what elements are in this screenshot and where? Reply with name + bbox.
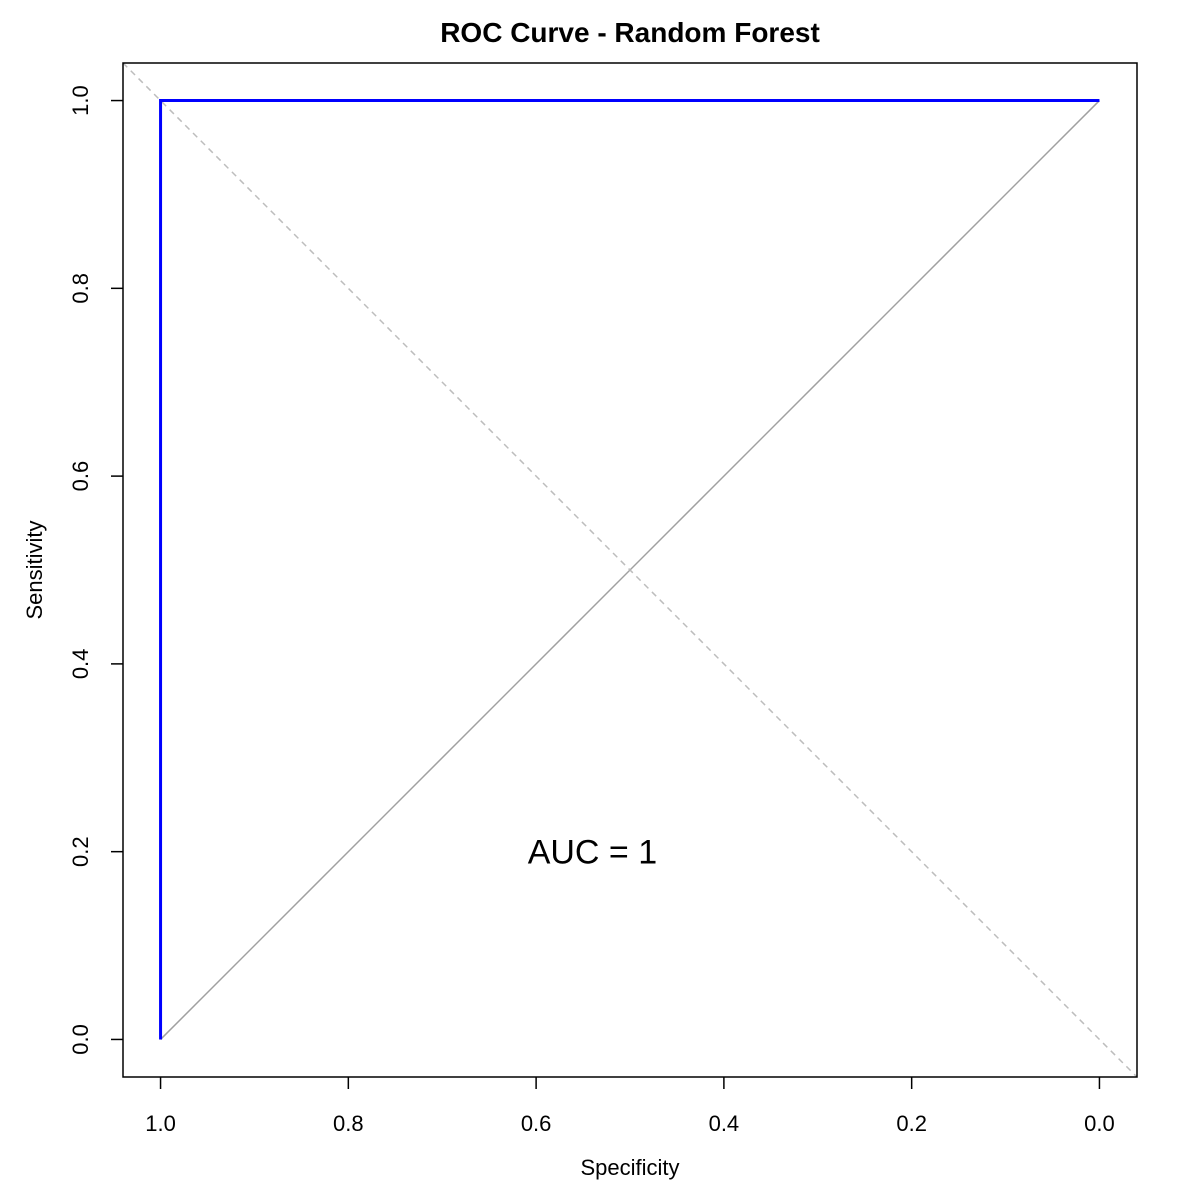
plot-frame xyxy=(122,62,1138,1078)
chart-title: ROC Curve - Random Forest xyxy=(440,17,820,48)
x-axis: 1.0 0.8 0.6 0.4 0.2 0.0 xyxy=(145,1077,1115,1136)
roc-curve-line xyxy=(159,99,1100,1040)
x-tick-label: 0.8 xyxy=(333,1111,364,1136)
y-axis: 0.0 0.2 0.4 0.6 0.8 1.0 xyxy=(68,85,123,1055)
x-tick-label: 0.4 xyxy=(709,1111,740,1136)
x-tick-label: 1.0 xyxy=(145,1111,176,1136)
y-tick-label: 0.2 xyxy=(68,836,93,867)
auc-annotation: AUC = 1 xyxy=(528,834,657,872)
annotation-layer: AUC = 1 xyxy=(528,834,657,872)
dashed-diagonal-line xyxy=(122,62,1138,1078)
y-axis-label: Sensitivity xyxy=(22,520,47,619)
y-tick-label: 0.0 xyxy=(68,1024,93,1055)
x-tick-label: 0.0 xyxy=(1084,1111,1115,1136)
series-layer xyxy=(159,99,1100,1040)
y-tick-label: 0.4 xyxy=(68,649,93,680)
y-tick-label: 0.8 xyxy=(68,273,93,304)
x-tick-label: 0.6 xyxy=(521,1111,552,1136)
x-tick-label: 0.2 xyxy=(896,1111,927,1136)
y-tick-label: 1.0 xyxy=(68,85,93,116)
y-tick-label: 0.6 xyxy=(68,461,93,492)
reference-lines xyxy=(122,62,1138,1078)
x-axis-label: Specificity xyxy=(580,1155,679,1180)
